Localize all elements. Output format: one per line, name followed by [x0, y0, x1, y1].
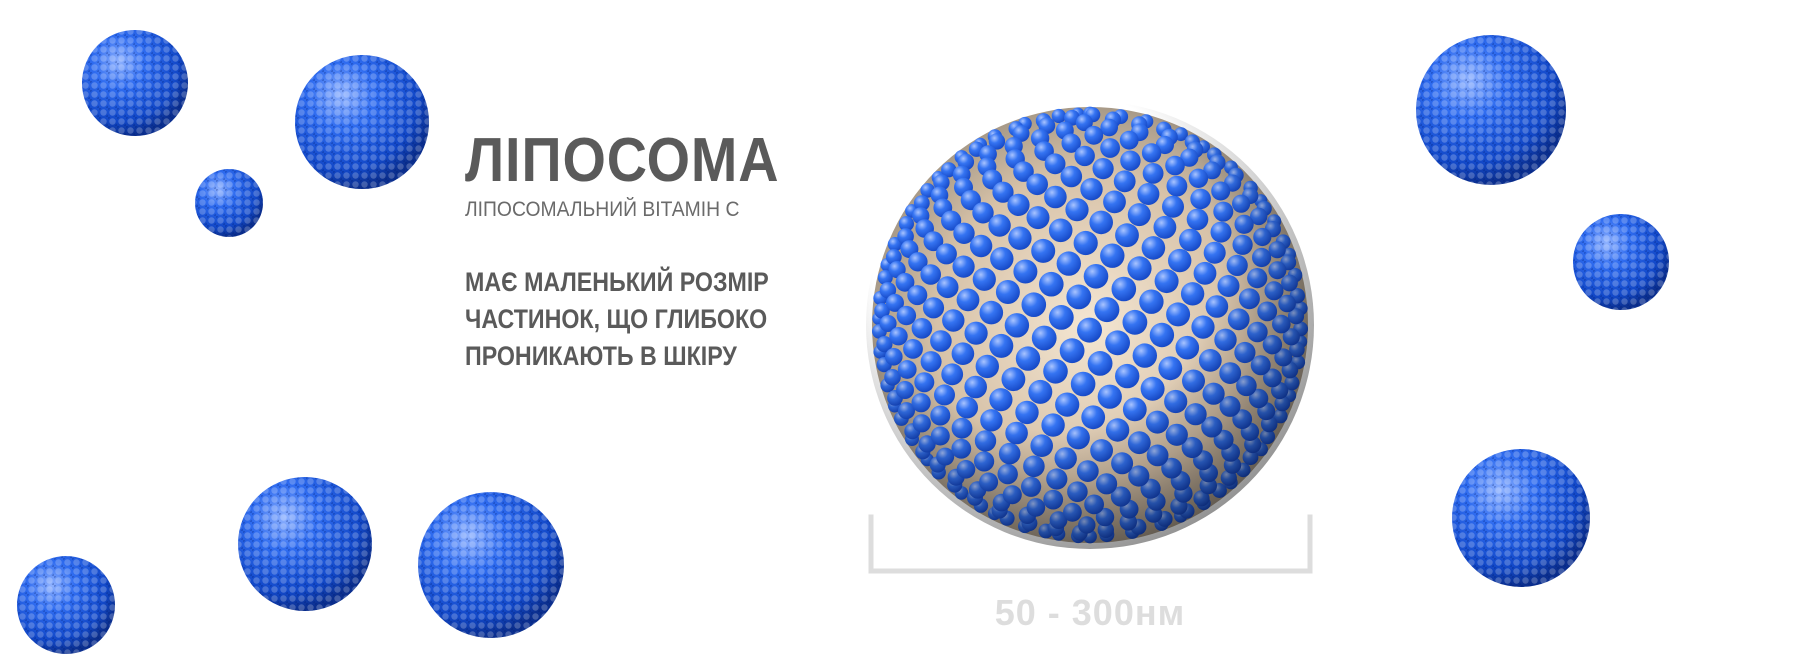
size-scale-bracket	[868, 514, 1313, 574]
description-line-3: ПРОНИКАЮТЬ В ШКІРУ	[465, 341, 737, 371]
small-sphere-8	[1573, 214, 1669, 310]
small-sphere-3	[195, 169, 263, 237]
size-label: 50 - 300нм	[994, 592, 1186, 633]
small-sphere-5	[418, 492, 564, 638]
small-sphere-1	[82, 30, 188, 136]
description-line-1: МАЄ МАЛЕНЬКИЙ РОЗМІР	[465, 267, 769, 297]
small-liposomes	[17, 30, 1669, 654]
title: ЛІПОСОМА	[465, 126, 780, 195]
description: МАЄ МАЛЕНЬКИЙ РОЗМІР ЧАСТИНОК, ЩО ГЛИБОК…	[465, 264, 809, 375]
small-sphere-7	[1416, 35, 1566, 185]
subtitle: ЛІПОСОМАЛЬНИЙ ВІТАМІН С	[465, 198, 740, 221]
text-block: ЛІПОСОМА ЛІПОСОМАЛЬНИЙ ВІТАМІН С МАЄ МАЛ…	[465, 130, 865, 375]
small-sphere-9	[1452, 449, 1590, 587]
small-sphere-2	[295, 55, 429, 189]
description-line-2: ЧАСТИНОК, ЩО ГЛИБОКО	[465, 304, 768, 334]
main-liposome-sphere	[866, 101, 1314, 549]
small-sphere-4	[238, 477, 372, 611]
small-sphere-6	[17, 556, 115, 654]
